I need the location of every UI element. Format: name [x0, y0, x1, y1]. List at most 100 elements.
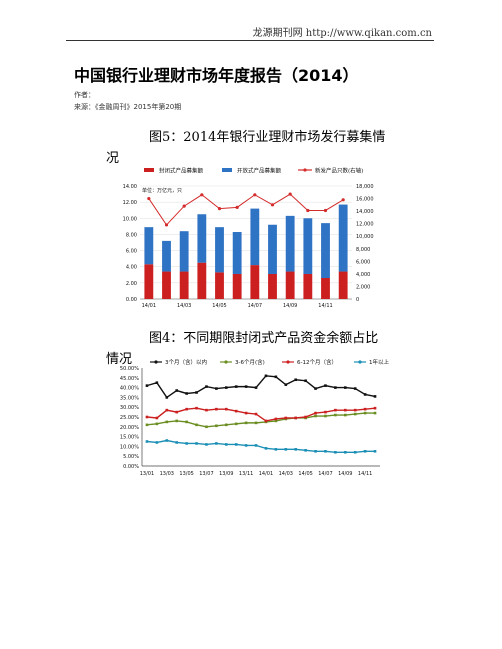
figure5-caption-line1: 图5：2014年银行业理财市场发行募集情 — [149, 130, 386, 145]
point-series-1 — [274, 419, 278, 423]
point-series-0 — [294, 378, 298, 382]
point-series-2 — [224, 407, 228, 411]
point-series-1 — [185, 420, 188, 424]
bar-open — [179, 231, 189, 272]
figure5-caption-line2: 况 — [106, 151, 120, 166]
point-series-1 — [334, 413, 337, 417]
source-line: 来源：《金融周刊》2015年第20期 — [74, 103, 182, 111]
point-series-0 — [185, 392, 188, 395]
bar-open — [303, 218, 313, 274]
series-line-0 — [146, 375, 376, 399]
x-tick-label: 13/09 — [219, 471, 233, 477]
point-series-0 — [205, 385, 208, 388]
point-series-2 — [254, 412, 258, 416]
x-tick-label: 14/01 — [142, 303, 156, 309]
point-series-0 — [155, 381, 159, 384]
bar-open — [285, 215, 295, 272]
series-line-new-products — [148, 193, 344, 226]
point-series-3 — [294, 448, 298, 451]
x-tick-label: 13/05 — [179, 471, 193, 477]
point-series-2 — [155, 416, 159, 420]
legend-marker — [154, 360, 158, 364]
point-series-0 — [363, 393, 367, 396]
point-series-3 — [353, 450, 357, 454]
point-series-2 — [185, 407, 188, 411]
x-tick-label: 14/11 — [318, 303, 332, 309]
point-series-3 — [274, 448, 278, 451]
point-series-3 — [165, 439, 169, 442]
point-new-products — [164, 223, 169, 227]
bar-closed — [285, 271, 295, 299]
bar-closed — [338, 271, 348, 299]
bar-open — [232, 232, 242, 274]
point-series-2 — [324, 410, 327, 414]
x-tick-label: 14/07 — [318, 471, 332, 477]
figure4-caption-line2: 情况 — [106, 352, 133, 367]
series-line-1 — [146, 412, 376, 428]
point-series-0 — [314, 387, 317, 390]
point-series-0 — [343, 386, 347, 389]
x-tick-label: 13/07 — [199, 471, 213, 477]
point-series-3 — [324, 450, 327, 453]
point-series-3 — [175, 441, 179, 444]
point-series-1 — [244, 421, 248, 425]
figure5-chart: 封闭式产品募集额 开放式产品募集额 新发产品只数(右轴) 单位：万亿元，只 0.00 2.… — [123, 167, 374, 310]
bar-closed — [197, 262, 207, 299]
point-series-1 — [363, 411, 367, 415]
bar-open — [321, 223, 330, 279]
point-series-1 — [165, 420, 169, 424]
author-line: 作者： — [74, 91, 95, 99]
point-series-2 — [274, 417, 278, 421]
header-divider — [66, 40, 434, 41]
bar-closed — [232, 273, 242, 299]
y2-tick-label: 14,000 — [356, 209, 374, 215]
x-tick-label: 13/11 — [239, 471, 253, 477]
point-series-3 — [224, 443, 228, 446]
legend-label: 1年以上 — [369, 358, 389, 366]
y-tick-label: 5.00% — [123, 454, 139, 460]
y-tick-label: 6.00 — [126, 249, 137, 255]
y2-tick-label: 4,000 — [356, 272, 370, 278]
y-tick-label: 45.00% — [120, 376, 139, 382]
point-series-2 — [205, 408, 208, 412]
point-series-0 — [195, 391, 198, 394]
y-tick-label: 12.00 — [123, 200, 137, 206]
point-series-1 — [373, 411, 377, 415]
point-series-2 — [304, 415, 307, 419]
point-new-products — [253, 193, 257, 197]
point-series-3 — [244, 444, 248, 447]
point-series-3 — [284, 448, 288, 451]
bar-closed — [215, 272, 224, 299]
document-title: 中国银行业理财市场年度报告（2014） — [74, 66, 359, 85]
legend-marker — [224, 360, 228, 364]
point-series-2 — [195, 406, 198, 410]
point-series-1 — [353, 412, 357, 416]
y-tick-label: 0.00 — [126, 297, 137, 303]
point-new-products — [217, 207, 222, 211]
point-series-3 — [185, 442, 188, 445]
y-tick-label: 20.00% — [120, 425, 139, 431]
y2-tick-label: 6,000 — [356, 259, 370, 265]
x-tick-label: 14/05 — [212, 303, 226, 309]
y-tick-label: 30.00% — [120, 405, 139, 411]
point-series-3 — [205, 443, 208, 446]
point-series-2 — [373, 406, 377, 410]
point-series-3 — [195, 442, 198, 445]
point-series-0 — [145, 384, 149, 387]
y-tick-label: 0.00% — [123, 464, 139, 470]
point-series-0 — [324, 384, 327, 387]
point-series-3 — [145, 440, 149, 443]
point-series-3 — [373, 450, 377, 453]
legend-swatch — [222, 168, 232, 172]
figure4-caption-line1: 图4：不同期限封闭式产品资金余额占比 — [149, 331, 379, 346]
y-tick-label: 8.00 — [126, 232, 137, 238]
point-series-1 — [205, 425, 208, 429]
bar-closed — [179, 271, 189, 299]
legend-label: 开放式产品募集额 — [237, 167, 282, 175]
legend-label: 3个月（含）以内 — [165, 358, 207, 366]
legend-label: 新发产品只数(右轴) — [315, 167, 363, 175]
x-tick-label: 14/09 — [283, 303, 297, 309]
point-series-2 — [353, 408, 357, 412]
y2-tick-label: 18,000 — [356, 184, 374, 190]
point-series-3 — [314, 450, 317, 453]
